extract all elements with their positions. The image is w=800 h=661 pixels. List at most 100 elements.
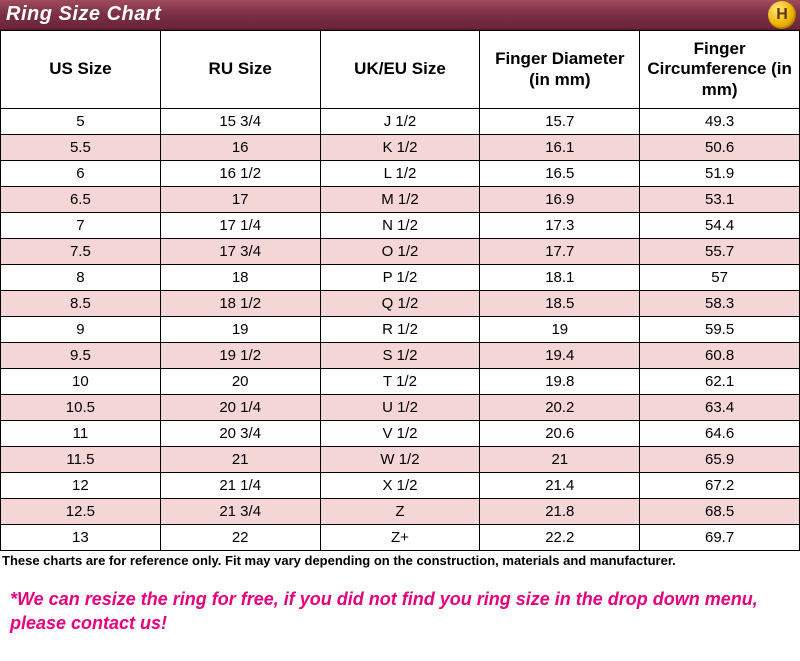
- table-cell: 12.5: [1, 499, 161, 525]
- table-cell: 17 3/4: [160, 239, 320, 265]
- table-cell: 21: [480, 447, 640, 473]
- table-cell: 16.1: [480, 135, 640, 161]
- table-cell: Z+: [320, 525, 480, 551]
- table-cell: 50.6: [640, 135, 800, 161]
- table-cell: 64.6: [640, 421, 800, 447]
- col-finger-diameter: Finger Diameter (in mm): [480, 31, 640, 109]
- table-cell: 17: [160, 187, 320, 213]
- table-cell: 16.5: [480, 161, 640, 187]
- table-cell: 12: [1, 473, 161, 499]
- table-cell: 69.7: [640, 525, 800, 551]
- table-cell: N 1/2: [320, 213, 480, 239]
- table-cell: 17.3: [480, 213, 640, 239]
- table-cell: Z: [320, 499, 480, 525]
- table-cell: 16 1/2: [160, 161, 320, 187]
- table-cell: V 1/2: [320, 421, 480, 447]
- col-ru-size: RU Size: [160, 31, 320, 109]
- table-cell: 5.5: [1, 135, 161, 161]
- table-cell: W 1/2: [320, 447, 480, 473]
- table-cell: 5: [1, 109, 161, 135]
- table-cell: 53.1: [640, 187, 800, 213]
- table-cell: 18 1/2: [160, 291, 320, 317]
- table-cell: 20 1/4: [160, 395, 320, 421]
- resize-note: *We can resize the ring for free, if you…: [0, 569, 800, 642]
- table-cell: 9: [1, 317, 161, 343]
- table-cell: 57: [640, 265, 800, 291]
- header-bar: Ring Size Chart H: [0, 0, 800, 30]
- table-cell: 7: [1, 213, 161, 239]
- table-cell: 8.5: [1, 291, 161, 317]
- table-row: 6.517M 1/216.953.1: [1, 187, 800, 213]
- table-row: 515 3/4J 1/215.749.3: [1, 109, 800, 135]
- table-cell: 6.5: [1, 187, 161, 213]
- table-cell: T 1/2: [320, 369, 480, 395]
- table-cell: 18.1: [480, 265, 640, 291]
- table-cell: 62.1: [640, 369, 800, 395]
- table-cell: 18: [160, 265, 320, 291]
- table-cell: 11.5: [1, 447, 161, 473]
- table-cell: 63.4: [640, 395, 800, 421]
- table-cell: 18.5: [480, 291, 640, 317]
- table-cell: K 1/2: [320, 135, 480, 161]
- table-cell: 19: [480, 317, 640, 343]
- table-row: 7.517 3/4O 1/217.755.7: [1, 239, 800, 265]
- table-cell: 19.4: [480, 343, 640, 369]
- table-cell: J 1/2: [320, 109, 480, 135]
- table-cell: 16.9: [480, 187, 640, 213]
- table-cell: S 1/2: [320, 343, 480, 369]
- table-cell: 54.4: [640, 213, 800, 239]
- table-cell: X 1/2: [320, 473, 480, 499]
- table-cell: 21.4: [480, 473, 640, 499]
- table-cell: 16: [160, 135, 320, 161]
- table-row: 10.520 1/4U 1/220.263.4: [1, 395, 800, 421]
- table-row: 5.516K 1/216.150.6: [1, 135, 800, 161]
- table-cell: 67.2: [640, 473, 800, 499]
- table-row: 616 1/2L 1/216.551.9: [1, 161, 800, 187]
- table-cell: 19.8: [480, 369, 640, 395]
- brand-logo-icon: H: [768, 1, 796, 29]
- table-cell: 49.3: [640, 109, 800, 135]
- table-cell: 21.8: [480, 499, 640, 525]
- table-cell: 20.2: [480, 395, 640, 421]
- table-cell: 22: [160, 525, 320, 551]
- table-cell: 22.2: [480, 525, 640, 551]
- table-cell: 17.7: [480, 239, 640, 265]
- table-cell: 68.5: [640, 499, 800, 525]
- table-cell: 65.9: [640, 447, 800, 473]
- table-cell: 13: [1, 525, 161, 551]
- table-header-row: US Size RU Size UK/EU Size Finger Diamet…: [1, 31, 800, 109]
- table-cell: 51.9: [640, 161, 800, 187]
- table-cell: 19 1/2: [160, 343, 320, 369]
- table-cell: 8: [1, 265, 161, 291]
- table-cell: 7.5: [1, 239, 161, 265]
- table-cell: 59.5: [640, 317, 800, 343]
- table-cell: 58.3: [640, 291, 800, 317]
- table-cell: P 1/2: [320, 265, 480, 291]
- col-us-size: US Size: [1, 31, 161, 109]
- table-cell: L 1/2: [320, 161, 480, 187]
- table-cell: 17 1/4: [160, 213, 320, 239]
- table-row: 11.521W 1/22165.9: [1, 447, 800, 473]
- table-row: 919R 1/21959.5: [1, 317, 800, 343]
- disclaimer-text: These charts are for reference only. Fit…: [0, 551, 800, 569]
- table-cell: 20.6: [480, 421, 640, 447]
- table-cell: Q 1/2: [320, 291, 480, 317]
- table-cell: 19: [160, 317, 320, 343]
- table-cell: 11: [1, 421, 161, 447]
- table-cell: O 1/2: [320, 239, 480, 265]
- table-cell: U 1/2: [320, 395, 480, 421]
- table-cell: 21 1/4: [160, 473, 320, 499]
- table-row: 1221 1/4X 1/221.467.2: [1, 473, 800, 499]
- table-cell: 10: [1, 369, 161, 395]
- table-row: 717 1/4N 1/217.354.4: [1, 213, 800, 239]
- table-cell: 20: [160, 369, 320, 395]
- table-cell: 10.5: [1, 395, 161, 421]
- table-cell: 15 3/4: [160, 109, 320, 135]
- table-row: 1020T 1/219.862.1: [1, 369, 800, 395]
- col-uk-eu-size: UK/EU Size: [320, 31, 480, 109]
- table-cell: R 1/2: [320, 317, 480, 343]
- table-row: 12.521 3/4Z21.868.5: [1, 499, 800, 525]
- table-cell: 15.7: [480, 109, 640, 135]
- col-finger-circumference: Finger Circumference (in mm): [640, 31, 800, 109]
- table-cell: M 1/2: [320, 187, 480, 213]
